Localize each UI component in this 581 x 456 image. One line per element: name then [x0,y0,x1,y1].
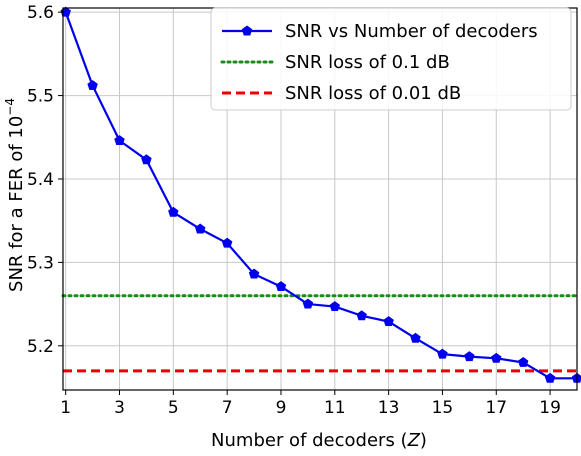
y-tick-label: 5.5 [27,87,54,107]
data-point [410,332,421,343]
legend-label-2: SNR loss of 0.01 dB [285,83,461,104]
reference-lines [61,294,579,373]
x-tick-label: 1 [60,398,71,418]
y-axis-label: SNR for a FER of 10−4 [3,98,27,292]
data-point [544,372,556,383]
y-tick-label: 5.3 [27,253,54,273]
x-axis-ticks: 1 3 5 7 9 11 13 15 17 19 [60,390,561,418]
data-point [275,281,287,292]
y-axis-ticks: 5.2 5.3 5.4 5.5 5.6 [27,3,63,357]
x-tick-label: 13 [378,398,400,418]
y-axis-label-prefix: SNR for a FER of 10 [6,116,27,292]
data-point [383,316,394,327]
x-tick-label: 11 [324,398,346,418]
y-tick-label: 5.2 [27,337,54,357]
y-axis-label-exponent: −4 [3,98,17,116]
legend-marker-0 [241,25,253,36]
data-point [168,206,179,217]
data-markers [60,6,581,383]
data-point [195,223,206,234]
x-tick-label: 19 [539,398,561,418]
x-tick-label: 15 [432,398,454,418]
y-tick-label: 5.6 [27,3,54,23]
x-tick-label: 9 [276,398,287,418]
data-point [491,352,502,363]
x-axis-label-suffix: ) [420,430,427,451]
x-axis-label: Number of decoders (Z) [211,430,427,451]
x-tick-label: 17 [485,398,507,418]
data-point [302,298,314,309]
y-tick-label: 5.4 [27,170,54,190]
data-point [221,237,233,248]
legend-label-1: SNR loss of 0.1 dB [285,52,450,73]
data-point [248,268,260,279]
x-axis-label-var: Z [407,430,421,451]
data-point [87,80,98,91]
x-tick-label: 3 [114,398,125,418]
legend-items: SNR vs Number of decoders SNR loss of 0.1… [220,21,538,104]
data-point [329,301,341,312]
legend: SNR vs Number of decoders SNR loss of 0.1… [210,7,572,111]
legend-box [210,7,572,111]
data-point [437,348,448,359]
data-point [141,154,152,165]
data-point [356,310,367,321]
legend-label-0: SNR vs Number of decoders [285,21,538,42]
x-axis-label-prefix: Number of decoders ( [211,430,408,451]
x-tick-label: 5 [168,398,179,418]
data-point [464,351,475,362]
x-tick-label: 7 [222,398,233,418]
data-point [517,356,529,367]
data-point [114,135,125,146]
